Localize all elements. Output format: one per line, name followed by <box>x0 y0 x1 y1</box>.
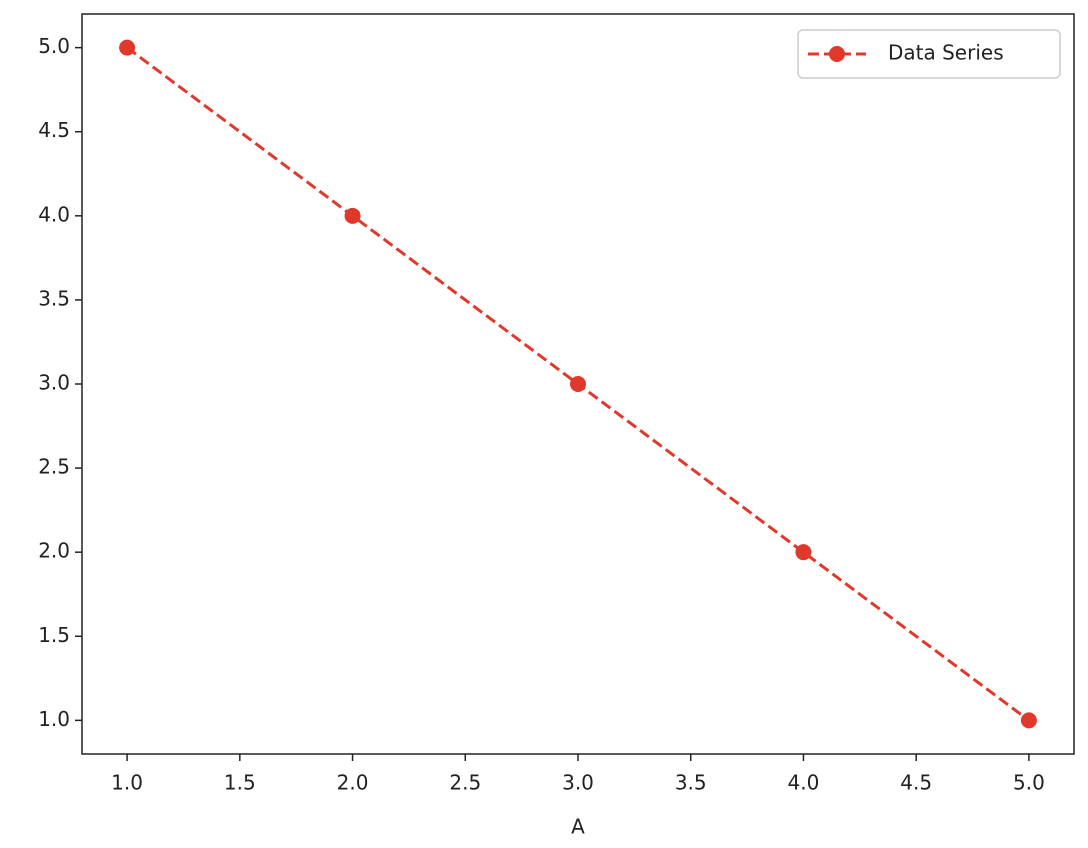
data-point <box>795 544 812 561</box>
y-tick-label: 1.0 <box>38 707 70 731</box>
x-tick-label: 5.0 <box>1013 771 1045 795</box>
x-tick-label: 1.5 <box>224 771 256 795</box>
data-point <box>344 207 361 224</box>
legend-label: Data Series <box>888 41 1004 65</box>
x-tick-label: 3.5 <box>675 771 707 795</box>
legend-box <box>797 29 1061 79</box>
legend-marker <box>829 46 845 62</box>
x-tick-label: 3.0 <box>562 771 594 795</box>
y-tick-label: 1.5 <box>38 623 70 647</box>
x-tick-label: 1.0 <box>111 771 143 795</box>
y-tick-label: 3.0 <box>38 371 70 395</box>
y-tick-label: 2.0 <box>38 539 70 563</box>
y-tick-label: 4.0 <box>38 202 70 226</box>
data-point <box>1020 712 1037 729</box>
y-tick-label: 3.5 <box>38 286 70 310</box>
y-tick-label: 4.5 <box>38 118 70 142</box>
x-tick-label: 2.5 <box>449 771 481 795</box>
data-point <box>570 376 586 392</box>
y-tick-label: 5.0 <box>38 34 70 58</box>
x-tick-label: 2.0 <box>337 771 369 795</box>
x-axis-label: A <box>571 815 585 839</box>
x-tick-label: 4.0 <box>788 771 820 795</box>
x-tick-label: 4.5 <box>900 771 932 795</box>
y-tick-label: 2.5 <box>38 455 70 479</box>
data-point <box>119 39 136 56</box>
